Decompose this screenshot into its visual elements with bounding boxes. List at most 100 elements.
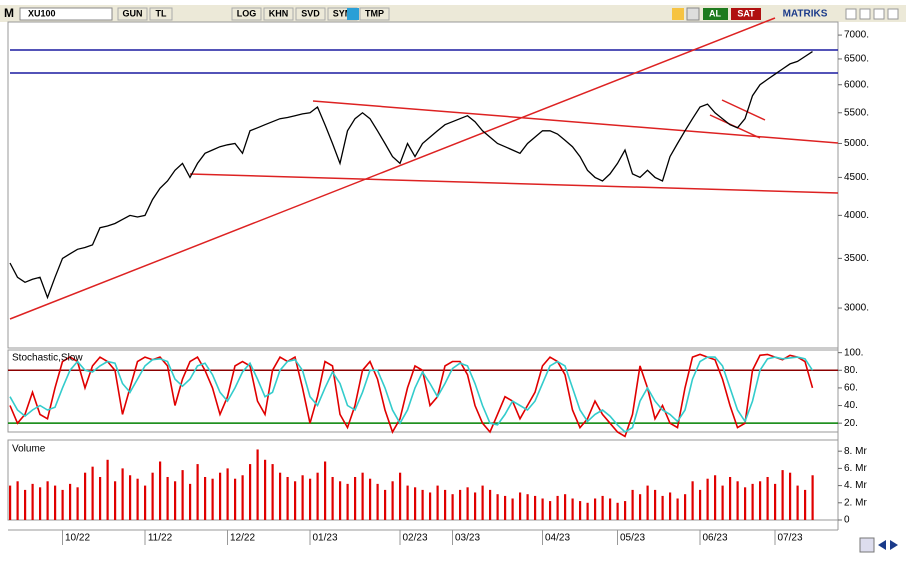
volume-bar bbox=[736, 481, 739, 520]
volume-bar bbox=[384, 489, 387, 520]
buy-button[interactable] bbox=[703, 8, 728, 20]
volume-bar bbox=[586, 502, 589, 520]
nav-refresh[interactable] bbox=[859, 537, 875, 553]
volume-bar bbox=[219, 472, 222, 520]
volume-bar bbox=[496, 494, 499, 520]
c-icon[interactable] bbox=[686, 7, 700, 21]
volume-title: Volume bbox=[12, 444, 46, 455]
volume-bar bbox=[226, 468, 229, 520]
toolbar-button-label: TL bbox=[156, 8, 167, 18]
flash-icon[interactable] bbox=[672, 8, 684, 20]
volume-bar bbox=[676, 498, 679, 520]
toolbar-button-label: TMP bbox=[365, 8, 384, 18]
twitter-icon[interactable] bbox=[347, 8, 359, 20]
volume-bar bbox=[526, 494, 529, 520]
volume-bar bbox=[714, 475, 717, 520]
volume-bar bbox=[339, 481, 342, 520]
volume-bar bbox=[511, 498, 514, 520]
toolbar-button-label: SVD bbox=[301, 8, 320, 18]
nav-right[interactable] bbox=[890, 540, 898, 550]
volume-bar bbox=[241, 475, 244, 520]
volume-bar bbox=[451, 494, 454, 520]
volume-bar bbox=[39, 487, 42, 520]
volume-bar bbox=[706, 478, 709, 520]
y-tick-label: 20. bbox=[844, 418, 858, 429]
volume-bar bbox=[256, 449, 259, 520]
stoch-title: Stochastic,Slow bbox=[12, 353, 83, 364]
volume-bar bbox=[414, 487, 417, 520]
series-line bbox=[9, 51, 813, 300]
toolbar-button[interactable] bbox=[231, 7, 262, 21]
volume-bar bbox=[91, 466, 94, 520]
volume-bar bbox=[354, 476, 357, 520]
volume-bar bbox=[571, 498, 574, 520]
x-tick-label: 10/22 bbox=[65, 533, 90, 544]
volume-bar bbox=[661, 495, 664, 520]
volume-bar bbox=[684, 494, 687, 520]
toolbar-button[interactable] bbox=[117, 7, 148, 21]
volume-bar bbox=[556, 495, 559, 520]
y-tick-label: 0 bbox=[844, 515, 850, 526]
min-button[interactable] bbox=[845, 8, 857, 20]
annotations bbox=[9, 17, 839, 320]
toolbar-button-label: SYM bbox=[333, 8, 353, 18]
y-tick-label: 2. Mr bbox=[844, 497, 867, 508]
close-button[interactable] bbox=[873, 8, 885, 20]
brand: MATRIKS bbox=[783, 9, 828, 20]
volume-bar bbox=[691, 481, 694, 520]
volume-bar bbox=[481, 485, 484, 520]
y-tick-label: 60. bbox=[844, 383, 858, 394]
volume-bar bbox=[774, 483, 777, 520]
volume-bar bbox=[466, 487, 469, 520]
volume-bar bbox=[804, 489, 807, 520]
volume-bar bbox=[609, 498, 612, 520]
volume-bar bbox=[9, 485, 12, 520]
symbol-box[interactable] bbox=[19, 7, 113, 21]
sell-button[interactable] bbox=[731, 8, 761, 20]
logo: M bbox=[4, 6, 14, 20]
max-button[interactable] bbox=[859, 8, 871, 20]
volume-bar bbox=[174, 481, 177, 520]
volume-bar bbox=[781, 470, 784, 520]
volume-bar bbox=[766, 476, 769, 520]
volume-bar bbox=[744, 487, 747, 520]
nav-left[interactable] bbox=[878, 540, 886, 550]
x-tick-label: 04/23 bbox=[545, 533, 570, 544]
volume-bar bbox=[406, 485, 409, 520]
x-tick-label: 07/23 bbox=[777, 533, 802, 544]
volume-bar bbox=[624, 501, 627, 520]
symbol: XU100 bbox=[28, 8, 56, 18]
close-all-button[interactable] bbox=[887, 8, 899, 20]
x-tick-label: 01/23 bbox=[312, 533, 337, 544]
volume-bar bbox=[301, 475, 304, 520]
toolbar: M XU100 GUN TL LOG KHN SVD SYM TMP AL SAT MATR… bbox=[0, 5, 906, 22]
toolbar-button-label: LOG bbox=[237, 8, 257, 18]
volume-bar bbox=[564, 494, 567, 520]
volume-bar bbox=[324, 461, 327, 520]
toolbar-button[interactable] bbox=[295, 7, 326, 21]
x-tick-label: 12/22 bbox=[230, 533, 255, 544]
volume-bar bbox=[31, 483, 34, 520]
volume-bar bbox=[211, 478, 214, 520]
volume-bar bbox=[309, 478, 312, 520]
volume-bar bbox=[541, 498, 544, 520]
volume-bar bbox=[444, 489, 447, 520]
x-tick-label: 06/23 bbox=[702, 533, 727, 544]
volume-bar bbox=[16, 481, 19, 520]
volume-bar bbox=[796, 485, 799, 520]
volume-bar bbox=[489, 489, 492, 520]
y-tick-label: 5000. bbox=[844, 138, 869, 149]
y-tick-label: 7000. bbox=[844, 30, 869, 41]
toolbar-button[interactable] bbox=[359, 7, 390, 21]
nav bbox=[859, 537, 898, 553]
volume-bar bbox=[519, 492, 522, 520]
y-tick-label: 4. Mr bbox=[844, 480, 867, 491]
toolbar-button[interactable] bbox=[263, 7, 294, 21]
toolbar-button[interactable] bbox=[149, 7, 173, 21]
channel-bottom bbox=[189, 173, 839, 194]
volume-bar bbox=[369, 478, 372, 520]
series-line bbox=[9, 353, 814, 438]
